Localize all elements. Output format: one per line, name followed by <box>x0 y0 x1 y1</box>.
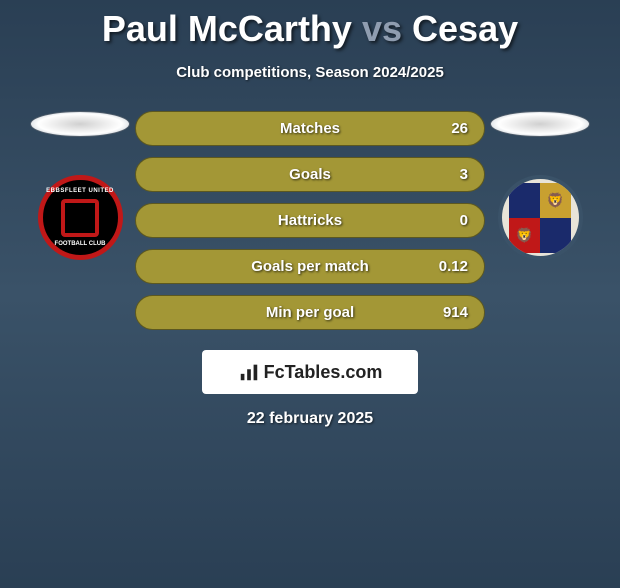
stat-label: Goals per match <box>251 258 369 275</box>
player2-name: Cesay <box>412 8 518 49</box>
shield-q3: 🦁 <box>509 218 540 253</box>
stat-value: 914 <box>443 304 468 321</box>
stat-value: 0 <box>460 212 468 229</box>
ebbsfleet-united-badge: EBBSFLEET UNITED FOOTBALL CLUB <box>38 175 123 260</box>
shield-icon: 🦁 🦁 <box>509 183 571 253</box>
bars-icon <box>238 361 260 383</box>
wealdstone-badge: 🦁 🦁 <box>498 175 583 260</box>
vs-text: vs <box>362 8 402 49</box>
date-text: 22 february 2025 <box>0 410 620 428</box>
player1-name: Paul McCarthy <box>102 8 352 49</box>
fctables-link[interactable]: FcTables.com <box>202 350 418 394</box>
badge-left-inner <box>61 199 99 237</box>
shield-q4 <box>540 218 571 253</box>
stat-label: Goals <box>289 166 331 183</box>
page-title: Paul McCarthy vs Cesay <box>0 8 620 50</box>
stat-label: Min per goal <box>266 304 354 321</box>
player1-ellipse <box>30 111 130 137</box>
badge-left-top-text: EBBSFLEET UNITED <box>46 188 114 194</box>
stat-row-hattricks: Hattricks 0 <box>135 203 485 238</box>
stat-value: 26 <box>451 120 468 137</box>
shield-q1 <box>509 183 540 218</box>
badge-left-bottom-text: FOOTBALL CLUB <box>55 241 106 247</box>
stat-row-goals: Goals 3 <box>135 157 485 192</box>
subtitle: Club competitions, Season 2024/2025 <box>0 64 620 81</box>
stats-container: Matches 26 Goals 3 Hattricks 0 Goals per… <box>135 111 485 330</box>
shield-q2: 🦁 <box>540 183 571 218</box>
stat-label: Matches <box>280 120 340 137</box>
stat-label: Hattricks <box>278 212 342 229</box>
brand-name: FcTables.com <box>264 362 383 383</box>
main-area: EBBSFLEET UNITED FOOTBALL CLUB Matches 2… <box>0 111 620 330</box>
stat-row-gpm: Goals per match 0.12 <box>135 249 485 284</box>
right-column: 🦁 🦁 <box>485 111 595 260</box>
stat-value: 3 <box>460 166 468 183</box>
player2-ellipse <box>490 111 590 137</box>
left-column: EBBSFLEET UNITED FOOTBALL CLUB <box>25 111 135 260</box>
stat-value: 0.12 <box>439 258 468 275</box>
stat-row-mpg: Min per goal 914 <box>135 295 485 330</box>
stat-row-matches: Matches 26 <box>135 111 485 146</box>
